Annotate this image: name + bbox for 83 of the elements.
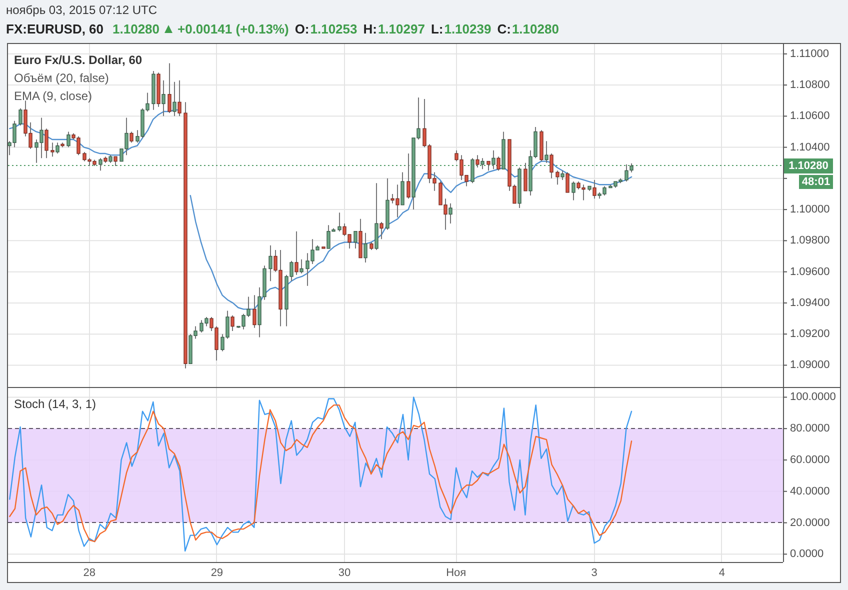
y-tick-label: 1.09000 xyxy=(790,359,830,372)
x-tick-label: 4 xyxy=(718,567,725,579)
text: +0.00141 (+0.13%) xyxy=(178,22,289,36)
text: L: xyxy=(430,22,444,36)
candlestick xyxy=(252,294,256,328)
ref-line-label: 1.10280 xyxy=(788,160,828,172)
text: FX:EURUSD, 60 xyxy=(6,22,104,36)
y-tick-label: 60.0000 xyxy=(790,454,830,466)
candlestick xyxy=(448,202,452,224)
candlestick xyxy=(624,164,628,182)
candlestick xyxy=(172,81,176,117)
text: Stoch (14, 3, 1) xyxy=(14,397,96,411)
text: Euro Fx/U.S. Dollar, 60 xyxy=(14,53,142,67)
candlestick xyxy=(108,154,112,164)
y-tick-label: 40.0000 xyxy=(790,485,830,498)
y-tick-label: 1.10600 xyxy=(790,110,830,122)
text: 1.10297 xyxy=(378,22,425,36)
annotation: Объём (20, false) xyxy=(14,71,109,85)
candlestick xyxy=(374,182,378,251)
candlestick xyxy=(104,156,108,164)
y-tick-label: 100.0000 xyxy=(790,391,836,404)
candlestick xyxy=(566,172,570,193)
candlestick xyxy=(300,258,304,274)
text: 48:01 xyxy=(802,176,830,188)
candlestick xyxy=(592,179,596,200)
y-tick-label: 1.10400 xyxy=(790,141,830,154)
candlestick xyxy=(364,232,368,263)
text: 1.10280 xyxy=(512,22,559,36)
candlestick xyxy=(400,172,404,206)
candlestick xyxy=(550,153,554,179)
candlestick xyxy=(544,140,548,164)
candlestick xyxy=(406,153,410,200)
text: 1.10280 xyxy=(112,22,160,36)
candlestick xyxy=(358,218,362,258)
annotation: EMA (9, close) xyxy=(14,89,92,103)
candlestick xyxy=(60,142,64,148)
candlestick xyxy=(268,244,272,282)
candlestick xyxy=(162,80,166,117)
candlestick xyxy=(386,178,390,230)
candlestick xyxy=(98,158,102,172)
candlestick xyxy=(168,62,172,114)
y-tick-label: 20.0000 xyxy=(790,516,830,529)
candlestick xyxy=(380,222,384,240)
y-tick-label: 80.0000 xyxy=(790,422,830,435)
x-tick-label: 30 xyxy=(338,567,351,579)
text: C: xyxy=(497,22,511,36)
candlestick xyxy=(184,102,188,369)
candlestick xyxy=(502,131,506,170)
candlestick xyxy=(66,131,70,148)
y-tick-label: 1.10000 xyxy=(790,204,830,216)
text: 1.10239 xyxy=(444,22,492,36)
candlestick xyxy=(294,230,298,276)
y-tick-label: 1.11000 xyxy=(790,48,829,60)
text: H: xyxy=(363,22,377,36)
candlestick xyxy=(178,80,182,117)
x-tick-label: 29 xyxy=(210,567,224,579)
candlestick xyxy=(540,130,544,162)
x-tick-label: Ноя xyxy=(446,567,466,579)
y-tick-label: 1.09600 xyxy=(790,266,830,278)
text: O: xyxy=(294,22,310,36)
text: ноябрь 03, 2015 07:12 UTC xyxy=(6,3,158,17)
candlestick xyxy=(114,156,118,166)
candlestick xyxy=(338,212,342,232)
y-tick-label: 1.10800 xyxy=(790,79,830,92)
y-tick-label: 1.09800 xyxy=(790,234,830,247)
candlestick xyxy=(588,186,592,192)
y-tick-label: 1.09200 xyxy=(790,328,830,340)
candlestick xyxy=(556,170,560,186)
candlestick xyxy=(152,70,156,110)
candlestick xyxy=(572,181,576,201)
candlestick xyxy=(156,72,160,108)
x-tick-label: 3 xyxy=(591,567,598,579)
x-tick-label: 28 xyxy=(83,567,96,579)
candlestick xyxy=(480,158,484,170)
y-tick-label: 0.0000 xyxy=(790,548,824,560)
text: 1.10253 xyxy=(310,22,358,36)
candlestick xyxy=(492,150,496,170)
y-tick-label: 1.09400 xyxy=(790,296,830,309)
candlestick xyxy=(476,154,480,168)
candlestick xyxy=(354,230,358,249)
candlestick xyxy=(560,170,564,180)
candlestick xyxy=(44,128,48,159)
candlestick xyxy=(50,142,54,158)
